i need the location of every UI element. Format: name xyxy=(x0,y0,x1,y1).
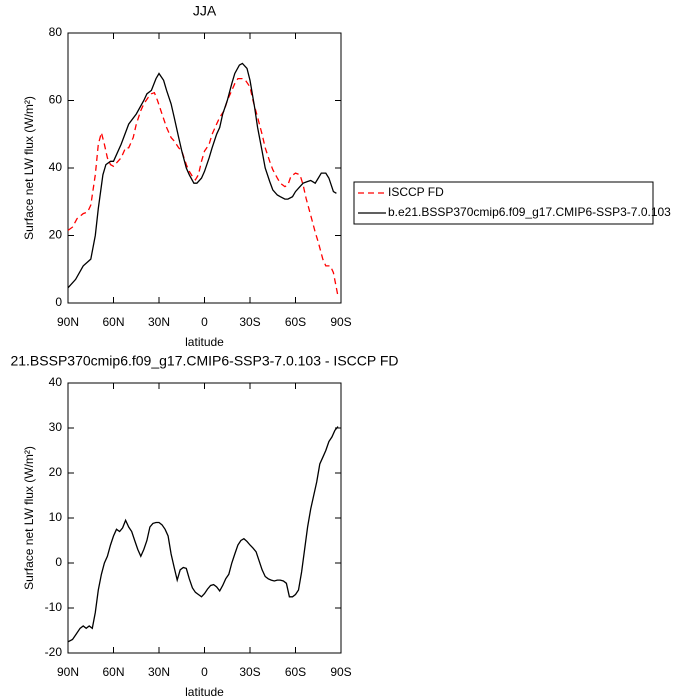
x-tick-label: 60N xyxy=(102,665,124,679)
chart-title: JJA xyxy=(193,3,217,19)
chart-title: 21.BSSP370cmip6.f09_g17.CMIP6-SSP3-7.0.1… xyxy=(10,353,398,369)
y-tick-label: 20 xyxy=(49,465,63,479)
y-axis-label: Surface net LW flux (W/m²) xyxy=(22,96,36,240)
y-tick-label: -20 xyxy=(45,645,63,659)
x-tick-label: 30S xyxy=(239,665,260,679)
x-tick-label: 90S xyxy=(330,665,351,679)
x-tick-label: 30N xyxy=(148,315,170,329)
data-line xyxy=(67,77,339,297)
y-tick-label: 0 xyxy=(55,295,62,309)
y-axis-label: Surface net LW flux (W/m²) xyxy=(22,446,36,590)
y-tick-label: 40 xyxy=(49,375,63,389)
data-line xyxy=(67,62,337,289)
data-line xyxy=(67,426,339,643)
x-axis-label: latitude xyxy=(185,335,224,349)
y-tick-label: -10 xyxy=(45,600,63,614)
x-tick-label: 60S xyxy=(285,665,306,679)
x-tick-label: 90N xyxy=(57,665,79,679)
x-axis-label: latitude xyxy=(185,685,224,699)
y-tick-label: 10 xyxy=(49,510,63,524)
y-tick-label: 80 xyxy=(49,25,63,39)
x-tick-label: 30S xyxy=(239,315,260,329)
y-tick-label: 40 xyxy=(49,160,63,174)
legend-box xyxy=(353,181,654,225)
y-tick-label: 20 xyxy=(49,228,63,242)
legend-label: ISCCP FD xyxy=(388,185,444,199)
x-tick-label: 90N xyxy=(57,315,79,329)
x-tick-label: 30N xyxy=(148,665,170,679)
x-tick-label: 90S xyxy=(330,315,351,329)
y-tick-label: 60 xyxy=(49,93,63,107)
x-tick-label: 0 xyxy=(201,315,208,329)
y-tick-label: 0 xyxy=(55,555,62,569)
x-tick-label: 60N xyxy=(102,315,124,329)
x-tick-label: 0 xyxy=(201,665,208,679)
legend-label: b.e21.BSSP370cmip6.f09_g17.CMIP6-SSP3-7.… xyxy=(388,205,671,219)
y-tick-label: 30 xyxy=(49,420,63,434)
x-tick-label: 60S xyxy=(285,315,306,329)
plot-frame xyxy=(67,382,342,654)
plot-frame xyxy=(67,32,342,304)
